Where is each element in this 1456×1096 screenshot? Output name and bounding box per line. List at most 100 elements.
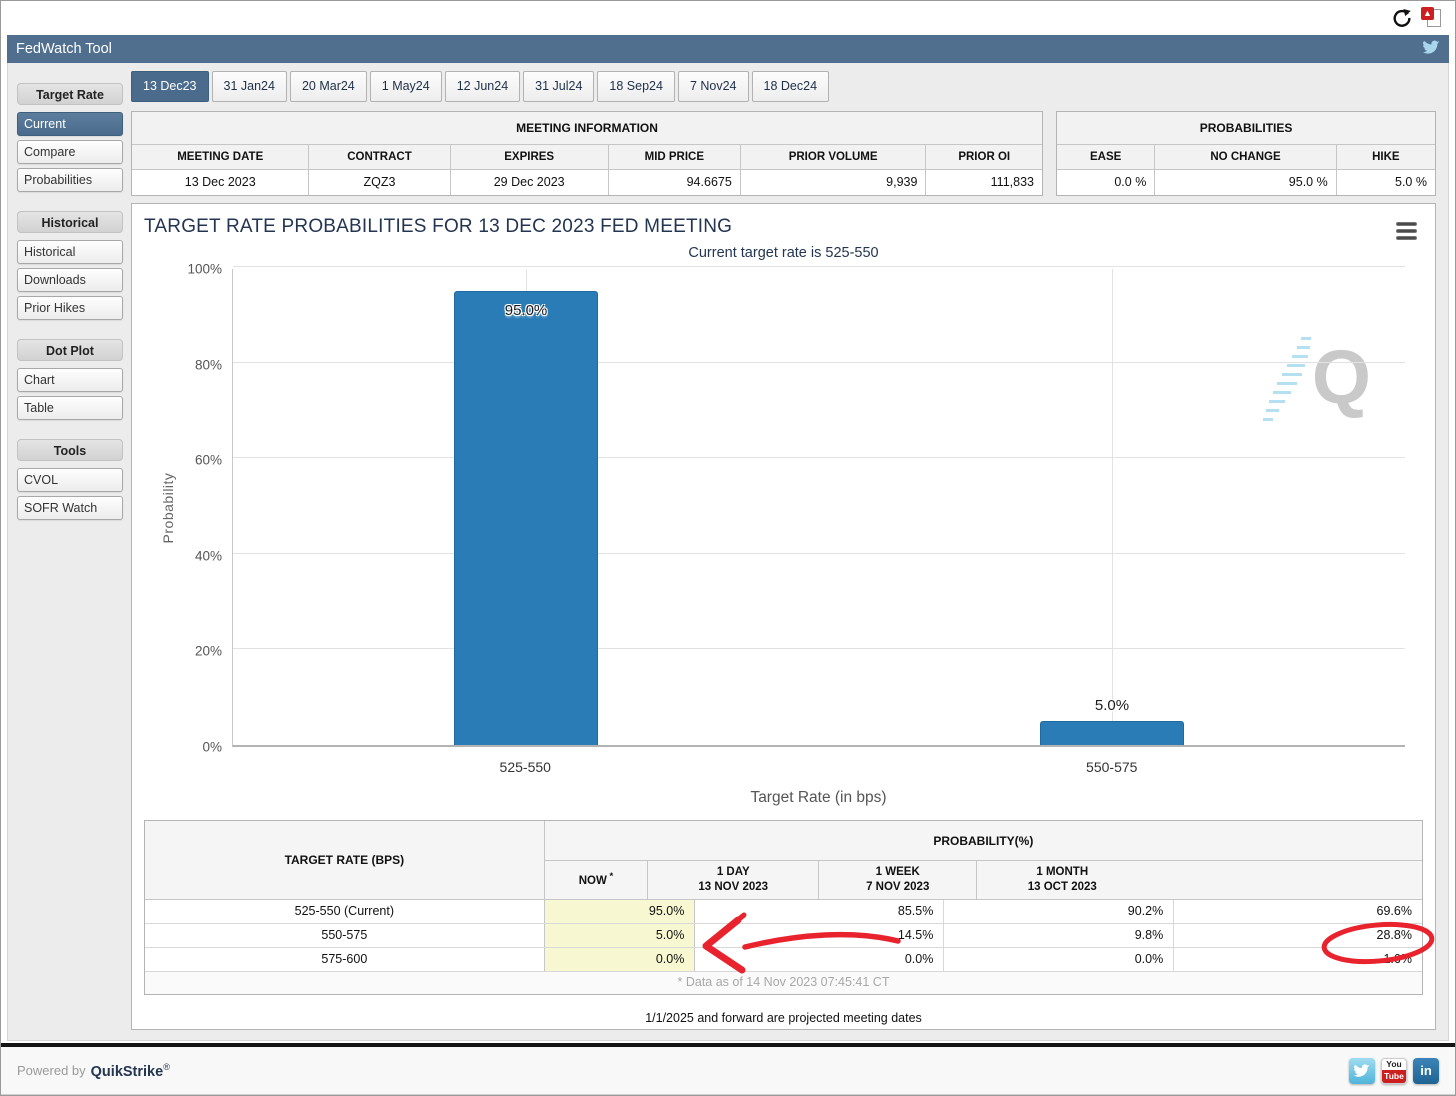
- tab-13-dec23[interactable]: 13 Dec23: [131, 71, 209, 102]
- sidebar-item-chart[interactable]: Chart: [17, 368, 123, 392]
- sidebar-item-prior-hikes[interactable]: Prior Hikes: [17, 296, 123, 320]
- twitter-button[interactable]: [1349, 1057, 1375, 1084]
- row-label: 525-550 (Current): [145, 900, 545, 923]
- cell-value: 0.0%: [695, 948, 945, 971]
- twitter-icon[interactable]: [1423, 39, 1440, 59]
- twitter-bird-icon: [1354, 1063, 1370, 1077]
- meeting-info-header-contract: CONTRACT: [309, 145, 450, 170]
- sidebar-item-sofr-watch[interactable]: SOFR Watch: [17, 496, 123, 520]
- sidebar-item-probabilities[interactable]: Probabilities: [17, 168, 123, 192]
- col-header-1-month: 1 MONTH 13 OCT 2023: [1027, 866, 1097, 893]
- probabilities-value-ease: 0.0 %: [1057, 170, 1155, 195]
- meeting-info-column-prior-volume: PRIOR VOLUME 9,939: [740, 145, 927, 195]
- x-tick-label-525-550: 525-550: [499, 759, 551, 775]
- meeting-info-value-mid-price: 94.6675: [608, 170, 740, 195]
- cell-value: 85.5%: [695, 900, 945, 923]
- chart-context-menu-button[interactable]: [1393, 220, 1419, 242]
- tab-31-jul24[interactable]: 31 Jul24: [523, 71, 595, 102]
- x-tick-label-550-575: 550-575: [1086, 759, 1138, 775]
- main-panel: 13 Dec23 31 Jan24 20 Mar24 1 May24 12 Jun24 3…: [126, 71, 1446, 1040]
- tab-12-jun24[interactable]: 12 Jun24: [444, 71, 521, 102]
- gridline-y: [233, 552, 1405, 554]
- meeting-info-value-expires: 29 Dec 2023: [450, 170, 608, 195]
- meeting-info-column-prior-oi: PRIOR OI 111,833: [926, 145, 1042, 195]
- meeting-information-title: MEETING INFORMATION: [132, 112, 1043, 145]
- cell-value: 0.0%: [544, 948, 696, 971]
- quikstrike-watermark: Q: [1261, 333, 1371, 433]
- footer: Powered by QuikStrike® You Tube in: [1, 1047, 1455, 1095]
- youtube-button[interactable]: You Tube: [1381, 1057, 1407, 1084]
- sidebar-section-header-dot-plot: Dot Plot: [17, 339, 123, 361]
- row-label: 575-600: [145, 948, 545, 971]
- probabilities-panel: PROBABILITIES EASE 0.0 % NO CHANGE 95.0 % HI…: [1056, 111, 1436, 196]
- meeting-information-panel: MEETING INFORMATION MEETING DATE 13 Dec 2…: [131, 111, 1044, 196]
- meeting-info-value-contract: ZQZ3: [309, 170, 450, 195]
- row-label: 550-575: [145, 924, 545, 947]
- cell-value: 9.8%: [944, 924, 1175, 947]
- tab-7-nov24[interactable]: 7 Nov24: [677, 71, 749, 102]
- quikstrike-brand: QuikStrike®: [90, 1061, 170, 1080]
- meeting-info-value-meeting-date: 13 Dec 2023: [132, 170, 309, 195]
- pdf-adobe-mark: ▲: [1421, 7, 1434, 20]
- cell-value: 69.6%: [1376, 904, 1412, 918]
- bar-value-label-525-550: 95.0%: [504, 301, 548, 319]
- sidebar-item-historical[interactable]: Historical: [17, 240, 123, 264]
- probabilities-title: PROBABILITIES: [1057, 112, 1435, 145]
- pdf-icon[interactable]: ▲: [1421, 7, 1441, 29]
- y-tick-label: 0%: [202, 739, 222, 755]
- y-tick-label: 100%: [187, 261, 222, 277]
- probabilities-value-no-change: 95.0 %: [1155, 170, 1336, 195]
- sidebar-item-current[interactable]: Current: [17, 112, 123, 136]
- gridline-y: [233, 648, 1405, 650]
- hamburger-icon: [1395, 222, 1417, 226]
- gridline-y: [233, 457, 1405, 459]
- content-area: Target Rate Current Compare Probabilities Hi…: [7, 63, 1449, 1041]
- tab-20-mar24[interactable]: 20 Mar24: [289, 71, 367, 102]
- info-row: MEETING INFORMATION MEETING DATE 13 Dec 2…: [131, 111, 1436, 196]
- meeting-info-value-prior-volume: 9,939: [740, 170, 926, 195]
- chart-title: TARGET RATE PROBABILITIES FOR 13 DEC 202…: [144, 216, 733, 237]
- footer-divider: [1, 1043, 1455, 1047]
- chart-panel: TARGET RATE PROBABILITIES FOR 13 DEC 202…: [131, 203, 1436, 1030]
- table-row-550-575: 550-575 5.0% 14.5% 9.8% 28.8%: [145, 924, 1422, 948]
- bar-chart: Probability: [144, 261, 1423, 808]
- bar-value-label-550-575: 5.0%: [1094, 697, 1130, 715]
- probability-table-header: TARGET RATE (BPS) PROBABILITY(%) NOW * 1 …: [145, 821, 1422, 900]
- cell-value: 5.0%: [544, 924, 696, 947]
- tab-18-dec24[interactable]: 18 Dec24: [751, 71, 830, 102]
- app-title: FedWatch Tool: [16, 41, 112, 57]
- cell-value: 0.0%: [944, 948, 1175, 971]
- linkedin-button[interactable]: in: [1413, 1057, 1439, 1084]
- data-footnote: * Data as of 14 Nov 2023 07:45:41 CT: [145, 972, 1422, 994]
- cell-value: 95.0%: [544, 900, 696, 923]
- meeting-info-header-meeting-date: MEETING DATE: [132, 145, 309, 170]
- sidebar-item-table[interactable]: Table: [17, 396, 123, 420]
- meeting-info-column-mid-price: MID PRICE 94.6675: [608, 145, 741, 195]
- browser-toolbar: ▲: [1, 1, 1455, 35]
- bar-525-550: [453, 290, 599, 745]
- y-tick-label: 20%: [194, 643, 222, 659]
- table-row-525-550-current: 525-550 (Current) 95.0% 85.5% 90.2% 69.6%: [145, 900, 1422, 924]
- probabilities-column-ease: EASE 0.0 %: [1057, 145, 1156, 195]
- tab-18-sep24[interactable]: 18 Sep24: [597, 71, 675, 102]
- probabilities-value-hike: 5.0 %: [1336, 170, 1435, 195]
- gridline-y: [233, 361, 1405, 363]
- tab-31-jan24[interactable]: 31 Jan24: [211, 71, 287, 102]
- sidebar-item-downloads[interactable]: Downloads: [17, 268, 123, 292]
- watermark-swoosh: [1263, 337, 1311, 421]
- cell-value: 90.2%: [944, 900, 1175, 923]
- bar-550-575: [1039, 721, 1185, 745]
- meeting-info-header-expires: EXPIRES: [450, 145, 608, 170]
- sidebar-item-compare[interactable]: Compare: [17, 140, 123, 164]
- social-links: You Tube in: [1349, 1057, 1439, 1084]
- gridline-x: [1112, 269, 1113, 745]
- y-axis-title: Probability: [160, 472, 176, 544]
- tab-1-may24[interactable]: 1 May24: [369, 71, 442, 102]
- refresh-icon[interactable]: [1391, 7, 1413, 29]
- sidebar-item-cvol[interactable]: CVOL: [17, 468, 123, 492]
- cell-value: 28.8%: [1376, 928, 1412, 942]
- col-header-1-week: 1 WEEK 7 NOV 2023: [819, 861, 978, 899]
- y-tick-label: 40%: [194, 548, 222, 564]
- probabilities-column-hike: HIKE 5.0 %: [1336, 145, 1435, 195]
